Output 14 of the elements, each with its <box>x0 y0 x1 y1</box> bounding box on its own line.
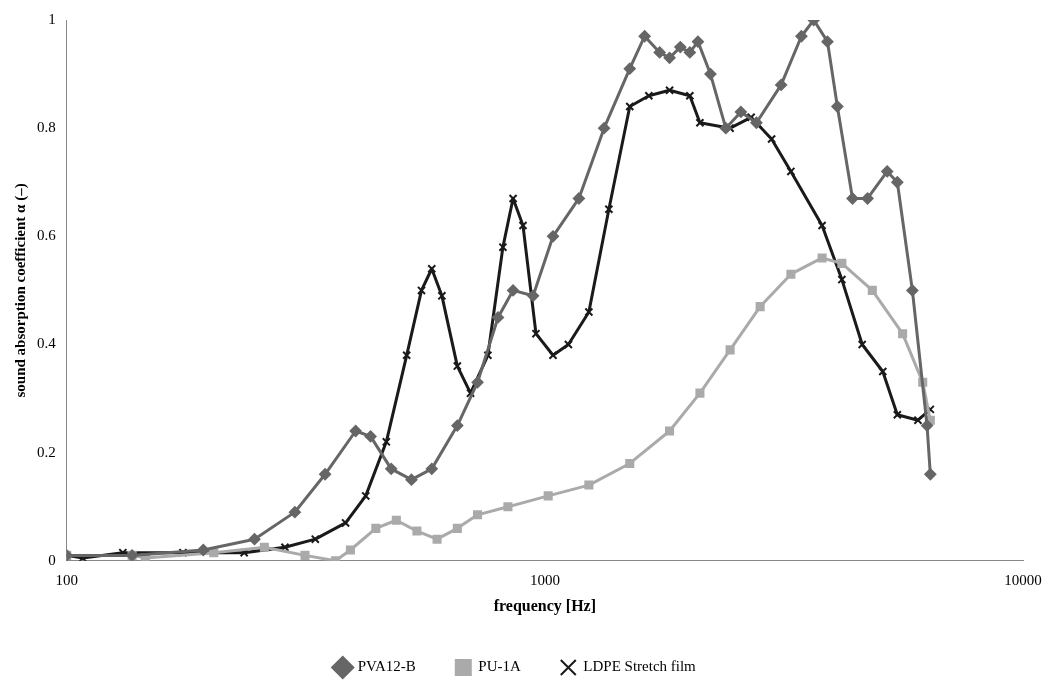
x-axis-title: frequency [Hz] <box>493 596 597 615</box>
y-tick-label: 0.8 <box>37 119 56 136</box>
y-tick-label: 1 <box>48 10 56 27</box>
x-tick-label: 100 <box>55 571 78 588</box>
y-axis-title: sound absorption coefficient α (–) <box>11 183 29 398</box>
legend-label: PVA12-B <box>357 658 416 675</box>
y-tick-label: 0.2 <box>37 443 56 460</box>
y-tick-label: 0.4 <box>37 335 57 352</box>
legend-label: PU-1A <box>478 658 521 675</box>
legend-label: LDPE Stretch film <box>583 658 697 675</box>
x-tick-label: 1000 <box>529 571 560 588</box>
x-tick-label: 10000 <box>1004 571 1042 588</box>
y-tick-label: 0.6 <box>37 227 57 244</box>
y-tick-label: 0 <box>48 551 56 568</box>
